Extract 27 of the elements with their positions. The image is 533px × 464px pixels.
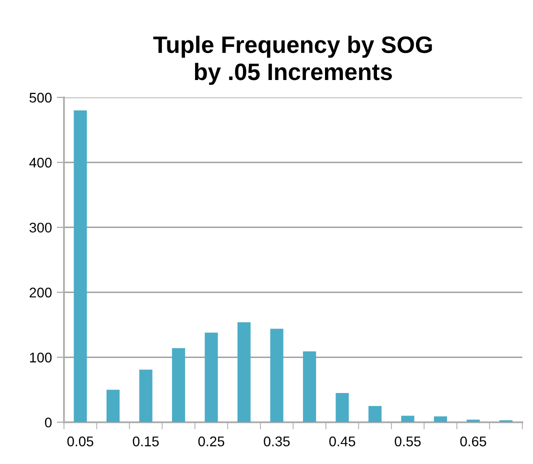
x-tick-label: 0.05 — [67, 436, 94, 446]
bar — [74, 110, 87, 422]
x-tick-label: 0.35 — [264, 436, 290, 446]
bar — [434, 416, 448, 422]
x-tick-label: 0.15 — [132, 436, 159, 446]
bar — [302, 351, 316, 422]
chart-title: Tuple Frequency by SOG by .05 Increments — [153, 36, 432, 85]
bar — [401, 416, 414, 422]
x-tick-label: 0.55 — [394, 436, 421, 446]
y-tick-label: 400 — [29, 158, 52, 168]
y-tick-label: 0 — [44, 418, 52, 428]
y-tick-label: 100 — [30, 352, 52, 362]
bar — [336, 393, 349, 422]
bar — [139, 370, 152, 422]
bar — [270, 328, 284, 422]
x-tick-label: 0.45 — [329, 436, 356, 446]
y-tick-label: 300 — [30, 222, 52, 233]
bar — [204, 332, 218, 422]
y-tick-label: 500 — [30, 92, 52, 103]
bar — [106, 390, 120, 422]
x-tick-label: 0.25 — [198, 436, 224, 446]
bar — [237, 322, 251, 422]
bar — [172, 348, 186, 422]
y-tick-label: 200 — [30, 288, 52, 298]
bar — [466, 420, 480, 422]
x-tick-label: 0.65 — [460, 436, 486, 446]
bar — [368, 406, 382, 422]
